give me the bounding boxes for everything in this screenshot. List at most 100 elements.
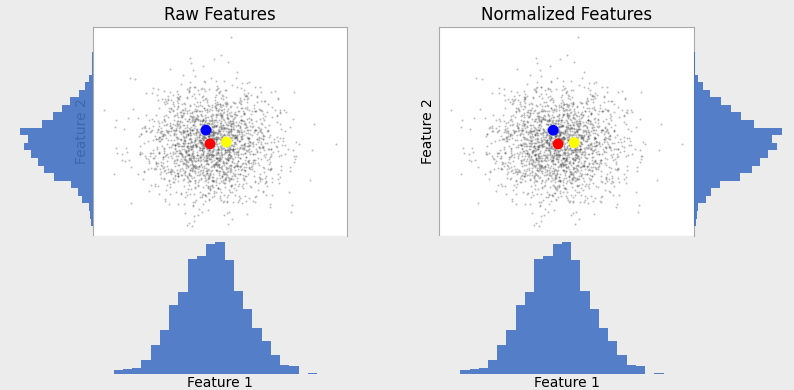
Point xyxy=(557,131,570,137)
Point xyxy=(197,136,210,143)
Point xyxy=(593,139,606,145)
Point xyxy=(186,127,198,133)
Point xyxy=(557,149,569,156)
Point xyxy=(563,132,576,138)
Point xyxy=(233,144,246,151)
Point xyxy=(545,105,557,112)
Point xyxy=(522,149,534,156)
Point xyxy=(571,121,584,127)
Point xyxy=(599,134,612,140)
Point xyxy=(195,141,207,147)
Point xyxy=(260,140,273,146)
Point xyxy=(182,145,195,151)
Point xyxy=(216,142,229,148)
Point xyxy=(192,163,205,170)
Point xyxy=(282,146,295,152)
Point xyxy=(584,167,597,173)
Point xyxy=(206,102,218,108)
Point xyxy=(552,149,565,155)
Point xyxy=(264,167,276,174)
Point xyxy=(206,112,219,119)
Point xyxy=(278,128,291,135)
Point xyxy=(190,140,202,147)
Point xyxy=(259,140,272,146)
Point xyxy=(174,150,187,156)
Point xyxy=(528,151,541,157)
Point xyxy=(230,137,243,143)
Point xyxy=(503,132,516,138)
Point xyxy=(558,101,571,107)
Point xyxy=(549,132,562,138)
Point xyxy=(562,107,575,113)
Point xyxy=(546,177,559,183)
Point xyxy=(228,111,241,117)
Point xyxy=(214,101,226,107)
Point xyxy=(187,199,199,205)
Point xyxy=(264,151,277,157)
Point xyxy=(526,149,538,155)
Point xyxy=(536,126,549,132)
Point xyxy=(234,98,247,104)
Point xyxy=(187,155,200,161)
Point xyxy=(239,93,252,99)
Point xyxy=(236,131,249,138)
Point xyxy=(199,129,212,135)
Point xyxy=(210,163,223,169)
Point xyxy=(225,190,238,196)
Point xyxy=(172,121,184,127)
Point xyxy=(211,136,224,142)
Point xyxy=(541,137,553,143)
Point xyxy=(549,133,561,139)
Point xyxy=(561,150,574,156)
Point xyxy=(229,140,241,146)
Point xyxy=(515,173,527,179)
Point xyxy=(548,183,561,189)
Point xyxy=(206,167,218,173)
Point xyxy=(566,124,579,131)
Point xyxy=(202,101,214,108)
Point xyxy=(549,155,562,161)
Point xyxy=(489,160,502,166)
Point xyxy=(561,119,574,126)
Point xyxy=(164,122,176,129)
Point xyxy=(576,149,589,155)
Point xyxy=(491,128,504,134)
Point xyxy=(569,119,582,126)
Point xyxy=(188,131,201,137)
Bar xyxy=(562,242,571,374)
Point xyxy=(602,120,615,126)
Point xyxy=(209,94,222,100)
Point xyxy=(522,129,534,135)
Point xyxy=(556,147,569,153)
Point xyxy=(503,154,516,160)
Point xyxy=(553,121,566,128)
Point xyxy=(172,114,184,121)
Point xyxy=(166,167,179,173)
Point xyxy=(238,111,251,117)
Point xyxy=(255,141,268,147)
Point xyxy=(596,108,608,114)
Point xyxy=(504,130,517,136)
Point xyxy=(179,135,192,141)
Point xyxy=(558,184,571,191)
Point xyxy=(526,148,538,154)
Point xyxy=(222,106,234,112)
Point xyxy=(182,147,195,153)
Point xyxy=(529,145,542,152)
Point xyxy=(233,164,246,170)
Point xyxy=(259,124,272,130)
Point xyxy=(598,186,611,193)
Point xyxy=(540,132,553,138)
Point xyxy=(547,127,560,133)
Point xyxy=(172,173,184,179)
Point xyxy=(553,154,565,160)
Point xyxy=(552,135,565,142)
Point xyxy=(161,98,174,104)
Point xyxy=(498,86,511,92)
Point xyxy=(562,102,575,108)
Point xyxy=(557,151,570,157)
Point xyxy=(520,168,533,174)
Point xyxy=(223,128,236,134)
Point xyxy=(545,158,557,164)
Point xyxy=(253,145,266,151)
